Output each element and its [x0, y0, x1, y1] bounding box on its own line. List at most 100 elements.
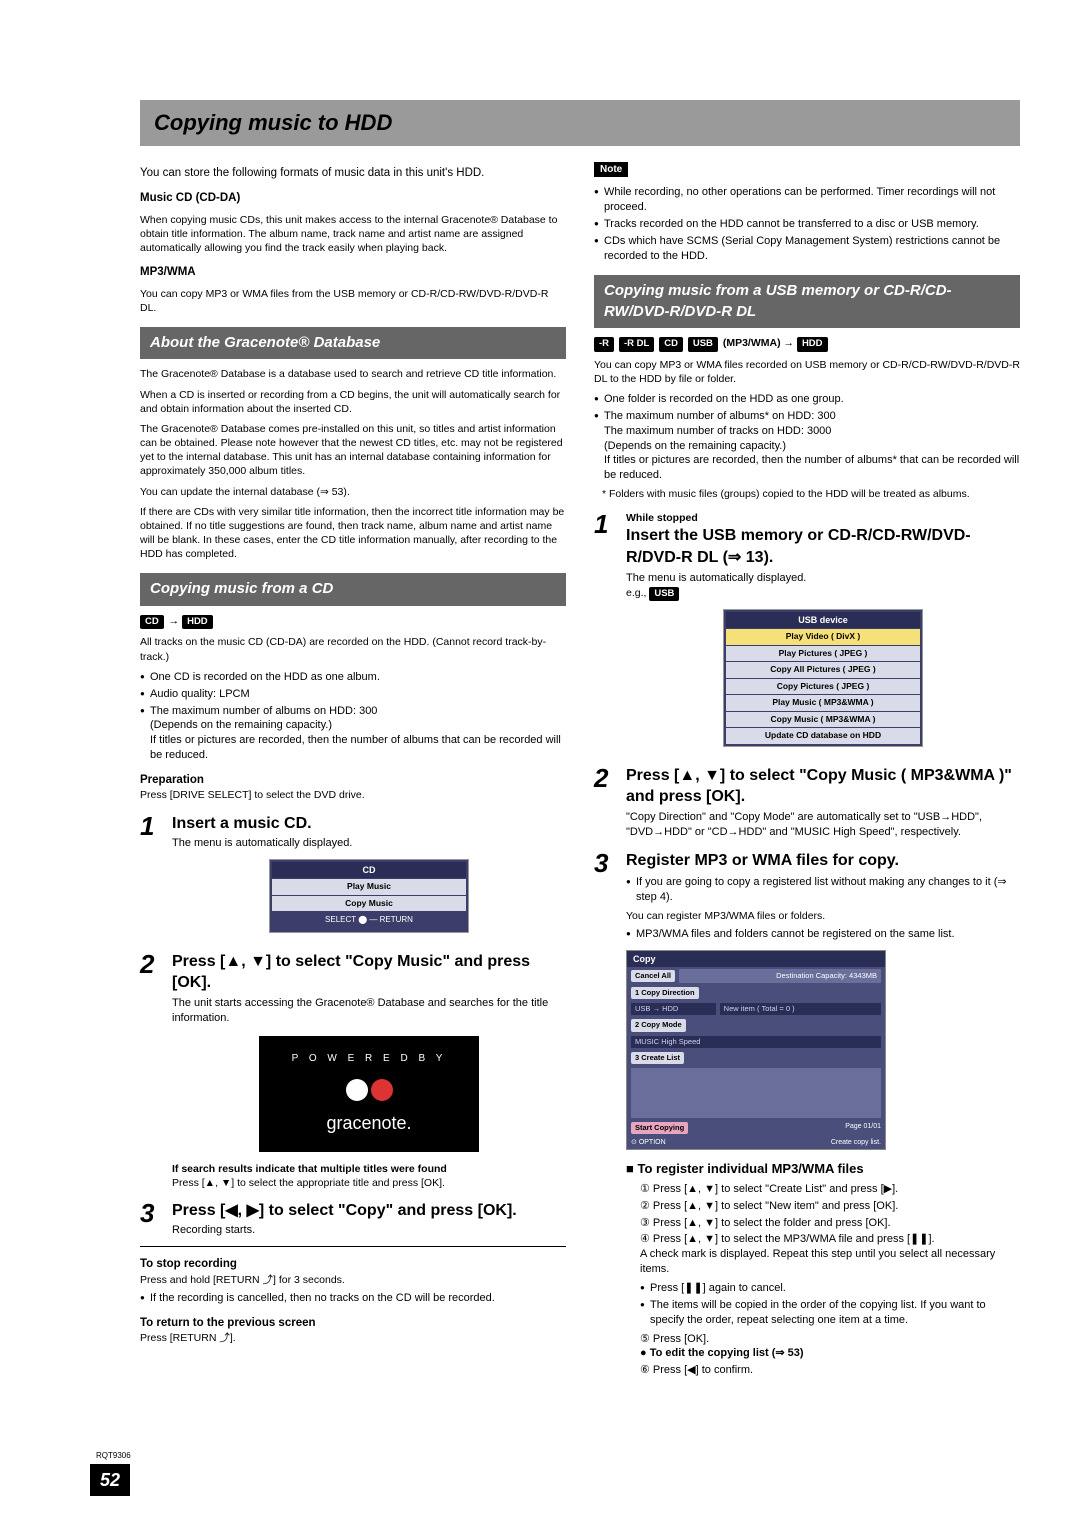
badge-rdl: -R DL [619, 337, 654, 352]
cp-hint: Create copy list. [831, 1138, 881, 1147]
cdda-head: Music CD (CD-DA) [140, 191, 566, 207]
r-step-2-num: 2 [594, 765, 616, 791]
step-3-num: 3 [140, 1200, 162, 1226]
gracenote-p3: The Gracenote® Database comes pre-instal… [140, 422, 566, 479]
gracenote-p1: The Gracenote® Database is a database us… [140, 367, 566, 381]
cd-menu-copy: Copy Music [272, 896, 466, 911]
note-1: While recording, no other operations can… [594, 185, 1020, 215]
left-column: You can store the following formats of m… [140, 160, 566, 1384]
gracenote-text: gracenote. [275, 1111, 463, 1135]
reg-4a: A check mark is displayed. Repeat this s… [640, 1248, 995, 1275]
reg-1: ① Press [▲, ▼] to select "Create List" a… [640, 1182, 1020, 1197]
stop-head: To stop recording [140, 1257, 566, 1273]
copycd-b3-text: The maximum number of albums on HDD: 300 [150, 705, 377, 717]
usb-b2: The maximum number of albums* on HDD: 30… [594, 409, 1020, 483]
r-step-3-title: Register MP3 or WMA files for copy. [626, 850, 1020, 872]
cp-mode-val: MUSIC High Speed [631, 1036, 881, 1048]
r-step-2-title: Press [▲, ▼] to select "Copy Music ( MP3… [626, 765, 1020, 808]
note-3: CDs which have SCMS (Serial Copy Managem… [594, 234, 1020, 264]
copycd-b3b: If titles or pictures are recorded, then… [150, 734, 561, 761]
badge-hdd: HDD [182, 615, 213, 630]
dot-red [371, 1079, 393, 1101]
return-head: To return to the previous screen [140, 1316, 566, 1332]
usb-star: * Folders with music files (groups) copi… [594, 487, 1020, 501]
usb-menu-i5: Play Music ( MP3&WMA ) [726, 695, 920, 710]
copycd-badges: CD → HDD [140, 614, 566, 630]
page-number: 52 [90, 1464, 130, 1496]
usb-b2-text: The maximum number of albums* on HDD: 30… [604, 410, 836, 422]
cd-menu: CD Play Music Copy Music SELECT ⬤ — RETU… [269, 859, 469, 933]
usb-menu-i3: Copy All Pictures ( JPEG ) [726, 662, 920, 677]
step-3-title-left: Press [◀, ▶] to select "Copy" and press … [172, 1200, 566, 1222]
usb-menu-i4: Copy Pictures ( JPEG ) [726, 679, 920, 694]
gracenote-logo-box: P O W E R E D B Y gracenote. [259, 1036, 479, 1152]
note-2: Tracks recorded on the HDD cannot be tra… [594, 217, 1020, 232]
cp-option: ⊙ OPTION [631, 1138, 666, 1147]
cd-menu-play: Play Music [272, 879, 466, 894]
gracenote-p2: When a CD is inserted or recording from … [140, 388, 566, 416]
gracenote-p4: You can update the internal database (⇒ … [140, 485, 566, 499]
cp-listarea [631, 1068, 881, 1118]
step-2-title-left: Press [▲, ▼] to select "Copy Music" and … [172, 951, 566, 994]
usb-b2c: If titles or pictures are recorded, then… [604, 454, 1019, 481]
usb-b2b: (Depends on the remaining capacity.) [604, 440, 786, 452]
rqt-code: RQT9306 [96, 1451, 131, 1462]
reg-6: ⑥ Press [◀] to confirm. [640, 1363, 1020, 1378]
note-label: Note [594, 162, 628, 178]
reg-5: ⑤ Press [OK]. ● To edit the copying list… [640, 1332, 1020, 1362]
right-column: Note While recording, no other operation… [594, 160, 1020, 1384]
r-step-1-num: 1 [594, 511, 616, 537]
reg-2: ② Press [▲, ▼] to select "New item" and … [640, 1199, 1020, 1214]
reg-4-text: ④ Press [▲, ▼] to select the MP3/WMA fil… [640, 1233, 935, 1245]
step-1-title-left: Insert a music CD. [172, 813, 566, 835]
badge-mp3: (MP3/WMA) [723, 337, 781, 349]
cp-start: Start Copying [631, 1122, 688, 1134]
intro: You can store the following formats of m… [140, 166, 566, 182]
eg-usb-badge: USB [649, 587, 679, 602]
if-multiple: If search results indicate that multiple… [172, 1162, 566, 1176]
return-body: Press [RETURN ⤴]. [140, 1331, 566, 1345]
reg-4b: Press [❚❚] again to cancel. [640, 1281, 1020, 1296]
reg-5-text: ⑤ Press [OK]. [640, 1333, 709, 1345]
cp-list-lbl: 3 Create List [631, 1052, 684, 1064]
usb-p1: You can copy MP3 or WMA files recorded o… [594, 358, 1020, 386]
page-title-bar: Copying music to HDD [140, 100, 1020, 146]
r-s3-b1: If you are going to copy a registered li… [626, 875, 1020, 905]
step-3-desc-left: Recording starts. [172, 1223, 566, 1238]
cd-menu-title: CD [272, 862, 466, 878]
usb-b1: One folder is recorded on the HDD as one… [594, 392, 1020, 407]
copycd-b2: Audio quality: LPCM [140, 687, 566, 702]
page-title: Copying music to HDD [154, 108, 1006, 138]
cp-page: Page 01/01 [845, 1122, 881, 1134]
cp-dir-val: USB → HDD [631, 1003, 716, 1015]
copycd-p1: All tracks on the music CD (CD-DA) are r… [140, 635, 566, 663]
eg-line: e.g., USB [626, 586, 1020, 602]
stop-b2: If the recording is cancelled, then no t… [140, 1291, 566, 1306]
eg-text: e.g., [626, 587, 646, 599]
step-2-desc-left: The unit starts accessing the Gracenote®… [172, 996, 566, 1026]
usb-b2a: The maximum number of tracks on HDD: 300… [604, 425, 831, 437]
cp-cancel: Cancel All [631, 970, 675, 982]
reg-4: ④ Press [▲, ▼] to select the MP3/WMA fil… [640, 1232, 1020, 1327]
usb-menu-i7: Update CD database on HDD [726, 728, 920, 743]
prep-head: Preparation [140, 773, 566, 789]
cp-dir-lbl: 1 Copy Direction [631, 987, 699, 999]
r-step-3-num: 3 [594, 850, 616, 876]
copycd-heading: Copying music from a CD [140, 573, 566, 605]
copycd-b3: The maximum number of albums on HDD: 300… [140, 704, 566, 763]
badge-hdd2: HDD [797, 337, 828, 352]
prep-body: Press [DRIVE SELECT] to select the DVD d… [140, 788, 566, 802]
step-1-num: 1 [140, 813, 162, 839]
step-2-num: 2 [140, 951, 162, 977]
mp3-body: You can copy MP3 or WMA files from the U… [140, 287, 566, 315]
if-multiple-body: Press [▲, ▼] to select the appropriate t… [172, 1176, 566, 1190]
reg-5a: ● To edit the copying list (⇒ 53) [640, 1347, 804, 1359]
badge-cd2: CD [659, 337, 683, 352]
register-heading: ■ To register individual MP3/WMA files [626, 1160, 1020, 1178]
cp-title: Copy [627, 951, 885, 967]
badge-r: -R [594, 337, 614, 352]
arrow: → [784, 337, 795, 349]
r-step-1-desc: The menu is automatically displayed. [626, 571, 1020, 586]
badge-usb: USB [688, 337, 718, 352]
reg-3: ③ Press [▲, ▼] to select the folder and … [640, 1216, 1020, 1231]
